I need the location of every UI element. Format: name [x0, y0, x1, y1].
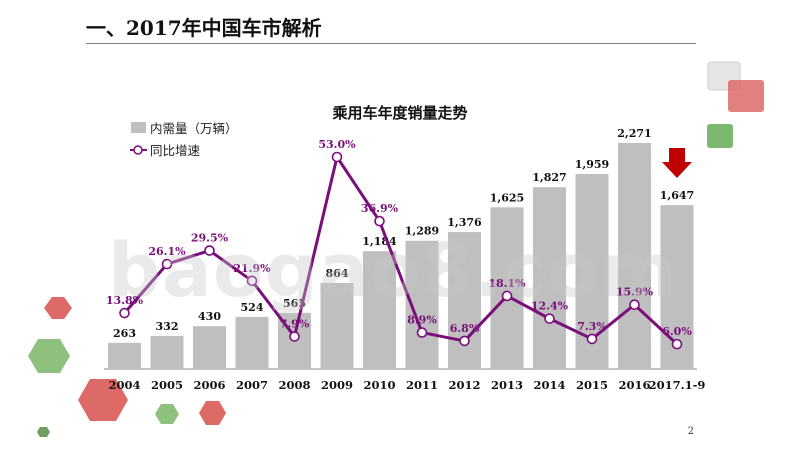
title-divider	[86, 43, 696, 44]
growth-rate-line	[123, 155, 679, 346]
growth-point-2012	[459, 335, 470, 347]
x-tick-label-2008: 2008	[278, 378, 310, 392]
x-tick-label-2004: 2004	[108, 378, 140, 392]
deco-tile-green	[707, 124, 733, 148]
bar-value-label-2004: 263	[113, 327, 136, 340]
bar-value-label-2007: 524	[241, 301, 264, 314]
growth-point-2013	[501, 290, 513, 302]
bar-value-label-2006: 430	[198, 310, 221, 323]
growth-point-2015	[586, 333, 598, 345]
slide-title: 一、2017年中国车市解析	[86, 16, 322, 40]
x-tick-label-2011: 2011	[406, 378, 438, 392]
growth-label-2013: 18.1%	[488, 277, 526, 290]
growth-label-2011: 8.9%	[407, 314, 437, 327]
growth-point-2007	[246, 275, 258, 287]
bar-value-label-2005: 332	[156, 320, 179, 333]
page-number: 2	[687, 426, 694, 437]
bar-2014	[533, 187, 566, 369]
x-tick-label-2010: 2010	[363, 378, 395, 392]
deco-tile-red	[728, 80, 764, 112]
bar-2005	[150, 335, 184, 369]
legend-swatch-bar	[131, 122, 146, 133]
deco-hex-green-large	[28, 339, 70, 373]
bar-value-label-2011: 1,289	[405, 225, 439, 238]
growth-label-2017.1-9: 6.0%	[662, 325, 692, 338]
growth-point-2017.1-9	[671, 338, 683, 350]
bar-2009	[320, 283, 354, 369]
legend-label-line: 同比增速	[150, 143, 201, 158]
deco-hex-red-small	[44, 297, 72, 319]
growth-label-2008: 7.9%	[280, 318, 310, 331]
growth-label-2010: 36.9%	[361, 202, 399, 215]
growth-label-2015: 7.3%	[577, 320, 607, 333]
deco-hex-red-large	[78, 379, 128, 421]
x-tick-label-2012: 2012	[448, 378, 480, 392]
x-tick-label-2015: 2015	[576, 378, 608, 392]
growth-point-2006	[204, 245, 215, 256]
bar-value-label-2016: 2,271	[617, 127, 651, 140]
deco-hex-red-medium	[199, 401, 226, 425]
bar-2016	[618, 143, 651, 369]
red-down-arrow-icon	[662, 148, 692, 178]
x-tick-label-2016: 2016	[618, 378, 650, 392]
growth-point-2016	[629, 299, 640, 311]
deco-hex-green-small	[155, 404, 179, 424]
growth-point-2009	[331, 151, 343, 163]
bar-value-label-2014: 1,827	[532, 171, 566, 184]
bar-value-label-2015: 1,959	[575, 158, 609, 171]
legend-marker-sample	[133, 145, 143, 155]
growth-label-2005: 26.1%	[148, 245, 186, 258]
bar-2010	[363, 251, 396, 369]
growth-point-2004	[119, 307, 130, 319]
x-tick-label-2007: 2007	[236, 378, 268, 392]
x-tick-label-2017.1-9: 2017.1-9	[649, 378, 706, 392]
x-tick-label-2009: 2009	[321, 378, 353, 392]
growth-label-2007: 21.9%	[233, 262, 271, 275]
bar-2007	[235, 316, 269, 369]
bar-value-label-2017.1-9: 1,647	[660, 189, 694, 202]
growth-point-2005	[161, 258, 173, 270]
legend-label-bar: 内需量（万辆）	[150, 121, 238, 136]
bar-2006	[193, 326, 226, 369]
bar-value-label-2012: 1,376	[447, 216, 482, 229]
growth-point-2008	[289, 331, 300, 342]
deco-hex-green-tiny	[37, 427, 50, 437]
growth-point-2010	[374, 215, 385, 227]
x-tick-label-2005: 2005	[151, 378, 183, 392]
growth-label-2016: 15.9%	[616, 286, 654, 299]
growth-point-2011	[416, 327, 428, 338]
bar-value-label-2009: 864	[326, 267, 349, 280]
growth-point-2014	[544, 313, 555, 324]
growth-label-2006: 29.5%	[191, 232, 229, 245]
x-tick-label-2006: 2006	[193, 378, 225, 392]
growth-label-2014: 12.4%	[531, 300, 569, 313]
bar-value-label-2013: 1,625	[490, 191, 524, 204]
x-tick-label-2013: 2013	[491, 378, 523, 392]
watermark: baogao8.com	[108, 228, 678, 314]
growth-label-2009: 53.0%	[318, 138, 356, 151]
chart-title: 乘用车年度销量走势	[331, 104, 467, 122]
growth-label-2004: 13.8%	[106, 294, 144, 307]
bar-2004	[108, 342, 141, 369]
growth-label-2012: 6.8%	[450, 322, 480, 335]
bar-2013	[490, 207, 524, 369]
x-tick-label-2014: 2014	[533, 378, 565, 392]
